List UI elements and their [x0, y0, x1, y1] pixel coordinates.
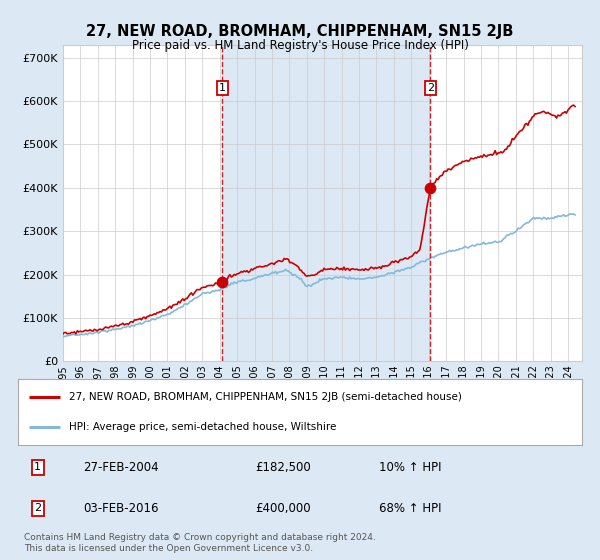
- Point: [425, 183, 435, 192]
- Text: 27, NEW ROAD, BROMHAM, CHIPPENHAM, SN15 2JB (semi-detached house): 27, NEW ROAD, BROMHAM, CHIPPENHAM, SN15 …: [69, 392, 461, 402]
- Text: £400,000: £400,000: [255, 502, 311, 515]
- Text: 2: 2: [34, 503, 41, 513]
- Text: 68% ↑ HPI: 68% ↑ HPI: [379, 502, 442, 515]
- Point: [218, 278, 227, 287]
- Text: £182,500: £182,500: [255, 461, 311, 474]
- Text: 1: 1: [34, 463, 41, 473]
- Text: Contains HM Land Registry data © Crown copyright and database right 2024.
This d: Contains HM Land Registry data © Crown c…: [24, 533, 376, 553]
- Text: 1: 1: [219, 83, 226, 93]
- Text: 10% ↑ HPI: 10% ↑ HPI: [379, 461, 442, 474]
- Text: HPI: Average price, semi-detached house, Wiltshire: HPI: Average price, semi-detached house,…: [69, 422, 336, 432]
- Text: 27, NEW ROAD, BROMHAM, CHIPPENHAM, SN15 2JB: 27, NEW ROAD, BROMHAM, CHIPPENHAM, SN15 …: [86, 24, 514, 39]
- Bar: [223, 45, 430, 361]
- Text: 03-FEB-2016: 03-FEB-2016: [83, 502, 158, 515]
- Text: 27-FEB-2004: 27-FEB-2004: [83, 461, 158, 474]
- Text: Price paid vs. HM Land Registry's House Price Index (HPI): Price paid vs. HM Land Registry's House …: [131, 39, 469, 52]
- Text: 2: 2: [427, 83, 434, 93]
